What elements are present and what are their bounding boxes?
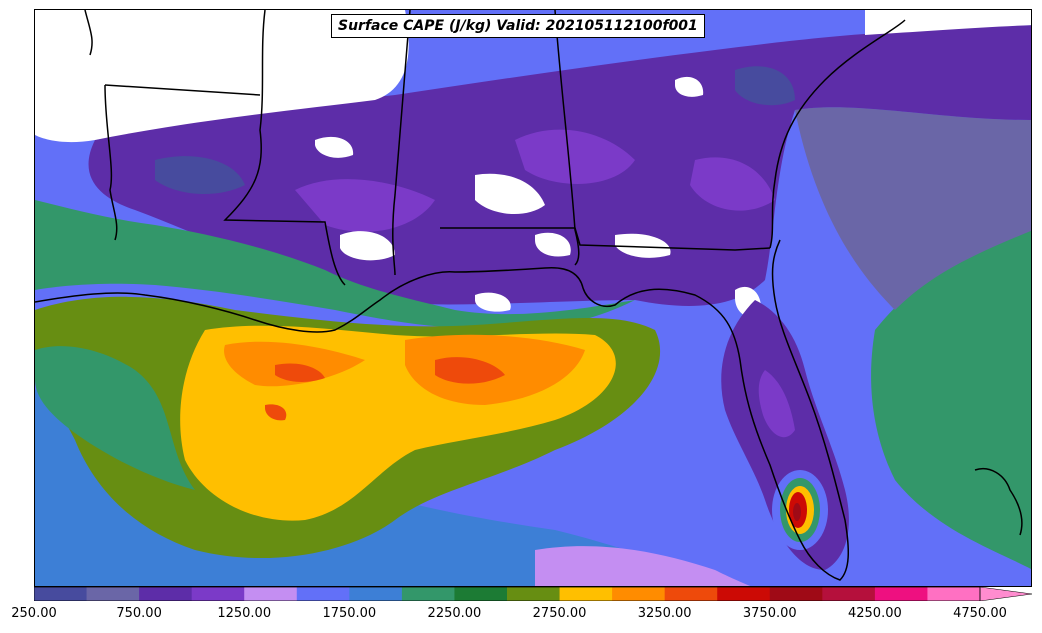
colorbar-swatch <box>454 587 508 601</box>
colorbar-swatch <box>244 587 298 601</box>
colorbar-tick-label: 4250.00 <box>847 606 902 621</box>
cape-map <box>35 10 1031 586</box>
colorbar-border <box>34 587 981 601</box>
colorbar-swatch <box>139 587 193 601</box>
chart-title: Surface CAPE (J/kg) Valid: 202105112100f… <box>331 14 705 38</box>
south-violet-strip <box>535 546 751 586</box>
northeast-white <box>865 10 1031 35</box>
colorbar-swatch <box>559 587 613 601</box>
gulf-red-core <box>265 357 505 421</box>
northwest-white <box>35 10 409 143</box>
colorbar-swatch <box>349 587 403 601</box>
colorbar <box>34 587 1033 601</box>
colorbar-tick-label: 750.00 <box>116 606 162 621</box>
colorbar-swatch <box>769 587 823 601</box>
florida-violet <box>758 370 795 438</box>
colorbar-tick-label: 3250.00 <box>637 606 692 621</box>
colorbar-tick-label: 4750.00 <box>953 606 1007 621</box>
coastal-green-band <box>35 200 635 329</box>
land-violet-patches <box>295 129 775 232</box>
colorbar-swatch <box>717 587 771 601</box>
borders <box>35 10 1023 581</box>
storm-core <box>793 503 801 521</box>
gulf-teal-ring <box>35 346 195 490</box>
colorbar-tick-label: 2250.00 <box>427 606 482 621</box>
colorbar-swatch <box>191 587 245 601</box>
gulf-orange-core <box>224 334 585 405</box>
colorbar-extend-arrow <box>979 587 1033 601</box>
colorbar-swatch <box>927 587 981 601</box>
colorbar-tick-label: 2750.00 <box>532 606 587 621</box>
east-ocean-purple <box>795 107 1031 310</box>
colorbar-swatch <box>34 587 88 601</box>
colorbar-swatch <box>822 587 876 601</box>
colorbar-tick-label: 250.00 <box>11 606 57 621</box>
land-slate-patches <box>155 66 795 195</box>
colorbar-swatch <box>401 587 455 601</box>
colorbar-swatch <box>874 587 928 601</box>
east-ocean-green <box>871 210 1031 569</box>
colorbar-swatch <box>296 587 350 601</box>
colorbar-swatch <box>612 587 666 601</box>
colorbar-tick-label: 3750.00 <box>742 606 797 621</box>
map-frame <box>34 9 1032 587</box>
colorbar-swatch <box>664 587 718 601</box>
colorbar-swatch <box>507 587 561 601</box>
colorbar-tick-label: 1750.00 <box>322 606 377 621</box>
colorbar-swatch <box>86 587 140 601</box>
colorbar-tick-label: 1250.00 <box>217 606 272 621</box>
